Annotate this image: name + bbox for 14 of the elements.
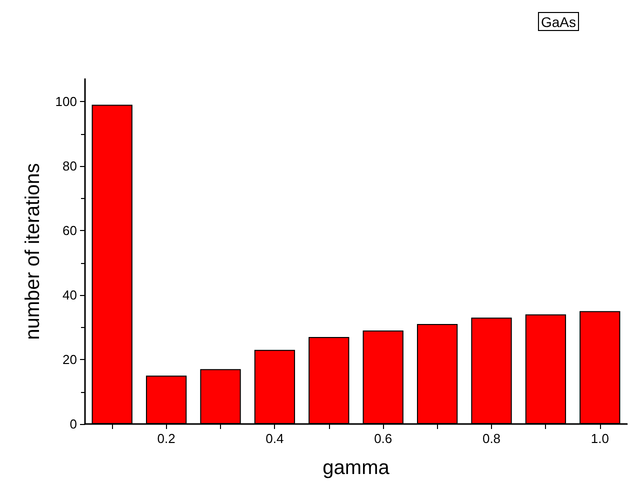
x-tick-label: 0.4 [266,431,284,446]
x-axis-title: gamma [322,457,390,479]
y-tick-label: 80 [62,158,77,174]
x-tick-label: 0.6 [374,431,392,446]
y-axis-title: number of iterations [22,163,44,340]
x-tick-label: 0.2 [157,431,176,446]
x-tick-label: 0.8 [482,431,501,446]
y-tick-label: 0 [70,416,77,432]
y-tick-label: 100 [55,94,77,110]
y-tick-label: 40 [62,288,77,303]
text: GaAs [540,14,576,30]
y-tick-label: 20 [62,352,77,368]
x-tick-label: 1.0 [590,431,609,446]
y-tick-label: 60 [62,223,77,238]
